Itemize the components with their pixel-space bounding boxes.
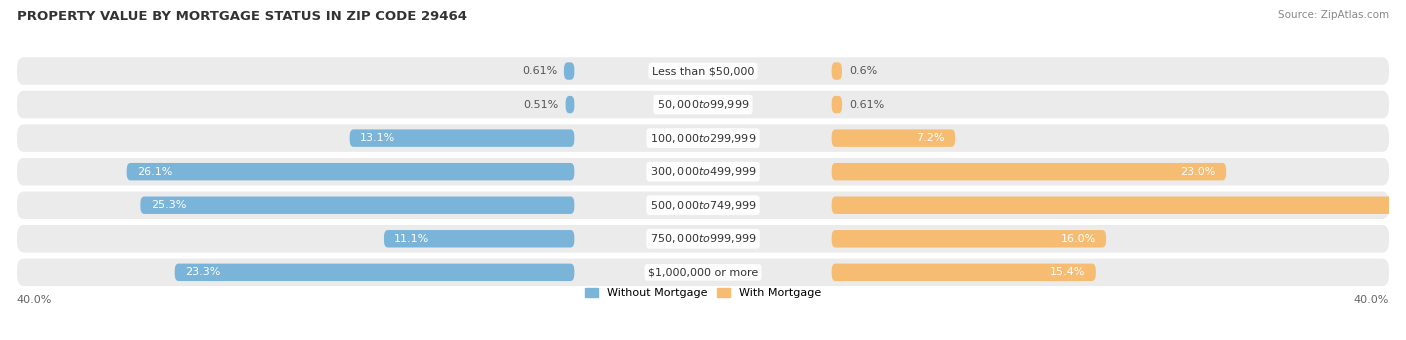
FancyBboxPatch shape: [831, 163, 1226, 181]
Text: PROPERTY VALUE BY MORTGAGE STATUS IN ZIP CODE 29464: PROPERTY VALUE BY MORTGAGE STATUS IN ZIP…: [17, 10, 467, 23]
Text: 0.61%: 0.61%: [849, 100, 884, 109]
Text: 11.1%: 11.1%: [394, 234, 429, 244]
Text: 40.0%: 40.0%: [17, 295, 52, 305]
FancyBboxPatch shape: [831, 230, 1107, 248]
FancyBboxPatch shape: [831, 197, 1406, 214]
FancyBboxPatch shape: [17, 225, 1389, 253]
Text: $100,000 to $299,999: $100,000 to $299,999: [650, 132, 756, 144]
Text: 40.0%: 40.0%: [1354, 295, 1389, 305]
Text: 23.0%: 23.0%: [1181, 167, 1216, 177]
FancyBboxPatch shape: [17, 258, 1389, 286]
FancyBboxPatch shape: [17, 191, 1389, 219]
Text: 0.61%: 0.61%: [522, 66, 557, 76]
FancyBboxPatch shape: [384, 230, 574, 248]
Text: 26.1%: 26.1%: [136, 167, 173, 177]
FancyBboxPatch shape: [174, 264, 574, 281]
FancyBboxPatch shape: [127, 163, 574, 181]
Text: 25.3%: 25.3%: [150, 200, 186, 210]
FancyBboxPatch shape: [350, 130, 574, 147]
FancyBboxPatch shape: [141, 197, 575, 214]
Text: $1,000,000 or more: $1,000,000 or more: [648, 267, 758, 277]
Text: 23.3%: 23.3%: [186, 267, 221, 277]
Text: $300,000 to $499,999: $300,000 to $499,999: [650, 165, 756, 178]
FancyBboxPatch shape: [564, 62, 574, 80]
FancyBboxPatch shape: [17, 158, 1389, 185]
Text: 0.51%: 0.51%: [523, 100, 558, 109]
FancyBboxPatch shape: [831, 62, 842, 80]
Text: $50,000 to $99,999: $50,000 to $99,999: [657, 98, 749, 111]
Text: $500,000 to $749,999: $500,000 to $749,999: [650, 199, 756, 212]
Text: Less than $50,000: Less than $50,000: [652, 66, 754, 76]
Text: $750,000 to $999,999: $750,000 to $999,999: [650, 232, 756, 245]
Text: 0.6%: 0.6%: [849, 66, 877, 76]
Text: Source: ZipAtlas.com: Source: ZipAtlas.com: [1278, 10, 1389, 20]
FancyBboxPatch shape: [831, 264, 1095, 281]
Text: 15.4%: 15.4%: [1050, 267, 1085, 277]
Text: 13.1%: 13.1%: [360, 133, 395, 143]
FancyBboxPatch shape: [17, 57, 1389, 85]
FancyBboxPatch shape: [831, 96, 842, 113]
FancyBboxPatch shape: [565, 96, 574, 113]
FancyBboxPatch shape: [17, 91, 1389, 118]
FancyBboxPatch shape: [831, 130, 955, 147]
Text: 16.0%: 16.0%: [1060, 234, 1095, 244]
Text: 7.2%: 7.2%: [917, 133, 945, 143]
FancyBboxPatch shape: [17, 124, 1389, 152]
Legend: Without Mortgage, With Mortgage: Without Mortgage, With Mortgage: [581, 284, 825, 303]
